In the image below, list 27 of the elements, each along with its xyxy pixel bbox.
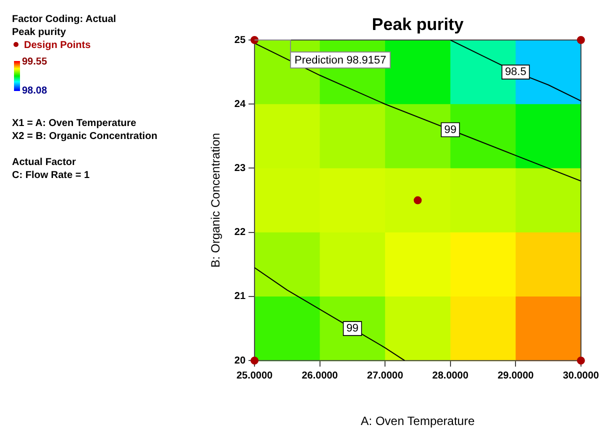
y-tick-label: 25 xyxy=(234,34,246,46)
text: X2 = B: Organic Concentration xyxy=(12,131,158,142)
annotation: Prediction 98.9157 xyxy=(294,54,386,67)
text: Actual Factor xyxy=(12,157,76,168)
y-tick-label: 24 xyxy=(234,98,246,110)
x-axis-title: A: Oven Temperature xyxy=(360,414,475,428)
text: Factor Coding: Actual xyxy=(12,14,116,25)
x-tick-label: 25.0000 xyxy=(236,370,274,382)
text: C: Flow Rate = 1 xyxy=(12,170,90,181)
color-bar-title: Peak purity xyxy=(12,27,66,38)
y-tick-label: 21 xyxy=(234,291,246,302)
series-label: 99 xyxy=(346,322,359,335)
x-tick-label: 30.0000 xyxy=(562,370,600,382)
y-tick-label: 22 xyxy=(234,227,246,238)
color-bar-label: 98.08 xyxy=(22,85,48,96)
y-tick-label: 23 xyxy=(234,162,246,174)
y-axis-title: B: Organic Concentration xyxy=(208,132,223,268)
x-tick-label: 29.0000 xyxy=(498,370,534,382)
color-bar-label: 99.55 xyxy=(22,56,48,68)
x-tick-label: 26.0000 xyxy=(302,370,338,382)
text: X1 = A: Oven Temperature xyxy=(12,118,137,129)
chart-title: Peak purity xyxy=(372,15,464,34)
x-tick-label: 28.0000 xyxy=(432,370,469,382)
x-tick-label: 27.0000 xyxy=(367,370,404,382)
legend-label: Design Points xyxy=(24,40,92,51)
series-label: 99 xyxy=(444,124,456,136)
y-tick-label: 20 xyxy=(234,355,246,366)
